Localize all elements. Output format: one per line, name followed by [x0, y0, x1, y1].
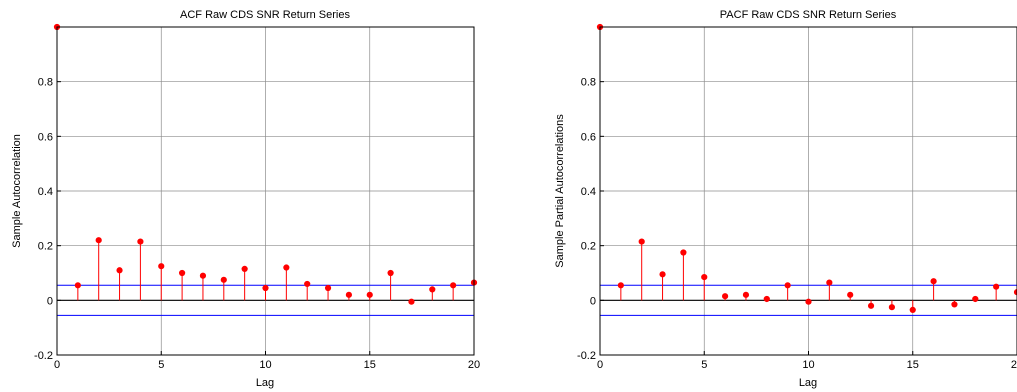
pacf-marker-3 [659, 271, 666, 278]
acf-marker-11 [283, 264, 290, 271]
acf-ytick-label: 0 [47, 295, 53, 307]
acf-marker-4 [137, 238, 144, 245]
pacf-xtick-label: 0 [597, 359, 603, 371]
acf-xtick-label: 15 [364, 359, 376, 371]
acf-marker-1 [74, 282, 81, 289]
acf-ytick-label: 0.8 [38, 77, 53, 89]
acf-marker-9 [241, 265, 248, 272]
acf-marker-16 [387, 269, 394, 277]
pacf-ytick-label: 0.8 [581, 77, 596, 89]
acf-marker-15 [366, 291, 373, 298]
acf-marker-13 [324, 284, 332, 292]
acf-xtick-label: 5 [158, 359, 164, 371]
pacf-marker-8 [763, 295, 770, 303]
acf-marker-8 [220, 276, 227, 283]
pacf-marker-11 [826, 279, 833, 286]
pacf-marker-17 [951, 301, 958, 308]
acf-xtick-label: 10 [259, 359, 271, 371]
acf-marker-19 [450, 282, 457, 289]
pacf-ytick-label: 0 [590, 295, 596, 307]
acf-xtick-label: 0 [54, 359, 60, 371]
pacf-ytick-label: 0.6 [581, 131, 596, 143]
pacf-marker-18 [972, 295, 979, 303]
pacf-marker-20 [1013, 289, 1017, 296]
pacf-marker-13 [867, 302, 875, 309]
pacf-xtick-label: 5 [701, 359, 707, 371]
acf-marker-18 [429, 286, 436, 293]
acf-marker-3 [116, 267, 123, 274]
pacf-marker-14 [888, 304, 896, 311]
acf-marker-6 [179, 269, 186, 277]
acf-marker-17 [408, 298, 415, 305]
pacf-marker-5 [701, 274, 708, 281]
pacf-ytick-label: 0.2 [581, 241, 596, 253]
pacf-xtick-label: 10 [802, 359, 814, 371]
acf-marker-10 [262, 284, 269, 292]
acf-marker-12 [304, 280, 311, 288]
pacf-xlabel: Lag [799, 377, 817, 389]
pacf-marker-1 [617, 282, 624, 289]
acf-ytick-label: 0.4 [38, 186, 53, 198]
acf-xtick-label: 20 [468, 359, 480, 371]
pacf-marker-16 [930, 278, 937, 285]
pacf-title: PACF Raw CDS SNR Return Series [720, 9, 897, 21]
pacf-marker-6 [722, 293, 729, 300]
pacf-ytick-label: -0.2 [577, 350, 596, 362]
acf-ytick-label: 0.2 [38, 241, 53, 253]
acf-marker-7 [199, 272, 207, 279]
acf-marker-14 [345, 291, 352, 298]
pacf-xtick-label: 15 [907, 359, 919, 371]
pacf-xtick-label: 20 [1011, 359, 1017, 371]
pacf-marker-10 [805, 298, 812, 305]
acf-marker-2 [95, 237, 102, 244]
pacf-marker-2 [638, 238, 645, 245]
pacf-marker-7 [742, 291, 750, 298]
pacf-marker-9 [784, 282, 791, 289]
acf-ylabel: Sample Autocorrelation [11, 134, 23, 248]
acf-marker-5 [158, 263, 165, 270]
pacf-marker-4 [680, 249, 687, 256]
acf-title: ACF Raw CDS SNR Return Series [180, 9, 350, 21]
pacf-marker-19 [993, 283, 1000, 290]
pacf-ylabel: Sample Partial Autocorrelations [554, 114, 566, 268]
acf-xlabel: Lag [256, 377, 274, 389]
pacf-marker-15 [909, 306, 916, 313]
pacf-ytick-label: 0.4 [581, 186, 596, 198]
acf-ytick-label: -0.2 [34, 350, 53, 362]
acf-ytick-label: 0.6 [38, 131, 53, 143]
pacf-marker-12 [847, 291, 854, 298]
